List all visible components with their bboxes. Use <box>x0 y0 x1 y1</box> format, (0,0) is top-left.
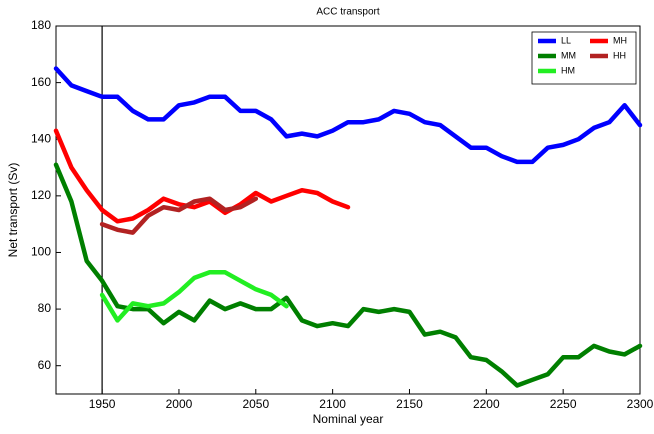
chart-title: ACC transport <box>316 7 380 18</box>
plot-frame <box>55 25 641 395</box>
series-line <box>99 196 259 235</box>
x-axis-label: Nominal year <box>313 412 384 426</box>
y-tick-label: 100 <box>31 245 51 259</box>
x-tick-label: 2050 <box>242 397 269 411</box>
x-tick-label: 2200 <box>473 397 500 411</box>
series-line <box>53 162 643 388</box>
y-tick-label: 60 <box>38 358 52 372</box>
legend-label: MH <box>613 35 627 45</box>
series-line <box>53 66 643 165</box>
y-axis-label: Net transport (Sv) <box>6 163 20 258</box>
x-tick-label: 2100 <box>319 397 346 411</box>
y-tick-label: 80 <box>38 301 52 315</box>
legend-label: HM <box>561 65 575 75</box>
legend-label: MM <box>561 50 576 60</box>
series-line <box>99 270 289 323</box>
x-tick-label: 2250 <box>550 397 577 411</box>
y-tick-label: 160 <box>31 75 51 89</box>
x-tick-label: 1950 <box>89 397 116 411</box>
x-tick-label: 2300 <box>627 397 654 411</box>
y-tick-label: 180 <box>31 18 51 32</box>
series-line <box>53 128 351 224</box>
y-tick-label: 120 <box>31 188 51 202</box>
legend-label: HH <box>613 50 626 60</box>
legend-label: LL <box>561 35 571 45</box>
x-tick-label: 2150 <box>396 397 423 411</box>
y-tick-label: 140 <box>31 131 51 145</box>
x-tick-label: 2000 <box>166 397 193 411</box>
